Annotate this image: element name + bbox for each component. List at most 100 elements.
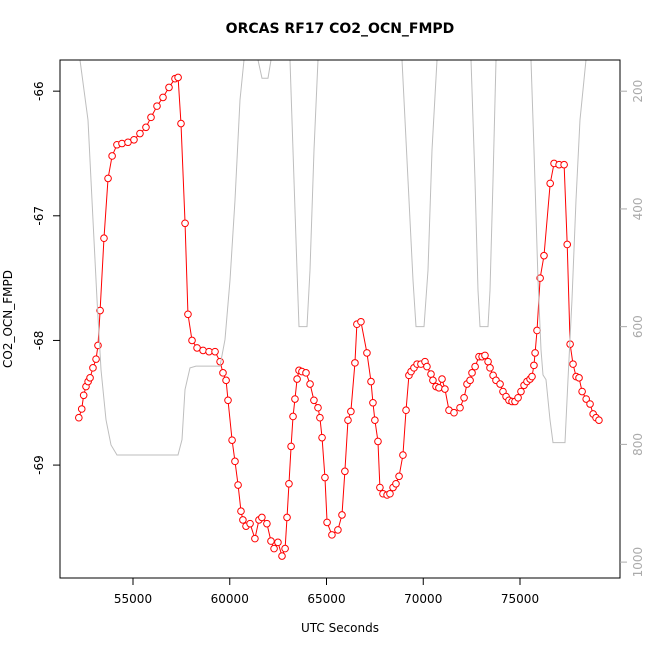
data-point	[306, 380, 314, 388]
data-point	[540, 251, 548, 260]
data-point	[344, 416, 352, 425]
data-point	[258, 513, 266, 522]
data-point	[460, 393, 468, 402]
data-point	[96, 306, 104, 315]
data-point	[328, 531, 336, 539]
data-point	[569, 360, 577, 368]
y-axis-label: CO2_OCN_FMPD	[1, 270, 15, 368]
x-tick-label: 60000	[211, 592, 249, 606]
data-point	[228, 436, 236, 444]
data-point	[321, 473, 329, 482]
data-point	[323, 518, 331, 527]
data-point	[351, 359, 359, 367]
data-point	[423, 362, 431, 371]
data-point	[357, 317, 365, 326]
data-point	[441, 385, 449, 393]
data-point	[222, 376, 230, 385]
data-point	[376, 483, 384, 492]
data-point	[582, 395, 590, 403]
data-point	[86, 374, 94, 382]
data-point	[563, 240, 572, 249]
data-point	[533, 326, 541, 335]
data-point	[486, 364, 494, 372]
data-point	[118, 139, 126, 148]
data-point	[528, 372, 536, 381]
x-axis-label: UTC Seconds	[301, 621, 379, 635]
data-point	[560, 160, 568, 169]
data-point	[239, 516, 247, 524]
data-point	[211, 347, 219, 356]
data-point	[289, 412, 297, 421]
data-point	[274, 538, 282, 547]
data-point	[318, 433, 326, 442]
data-point	[399, 451, 407, 459]
data-point	[530, 361, 538, 370]
data-point	[496, 380, 504, 388]
data-point	[246, 519, 254, 528]
data-point	[316, 413, 324, 422]
plot-frame	[59, 59, 621, 579]
data-point	[100, 234, 108, 243]
data-point	[224, 396, 232, 405]
data-point	[291, 395, 299, 403]
x-tick-label: 75000	[501, 592, 539, 606]
data-point	[136, 129, 144, 138]
data-point	[130, 135, 138, 144]
series-line	[79, 60, 587, 456]
data-point	[395, 472, 403, 481]
data-point	[531, 349, 539, 357]
data-point	[104, 174, 112, 183]
data-point	[586, 400, 594, 408]
data-point	[517, 387, 525, 396]
data-point	[386, 489, 394, 498]
data-point	[75, 413, 83, 422]
data-point	[159, 93, 167, 102]
data-point	[341, 467, 349, 476]
y-tick-label: -68	[32, 331, 46, 351]
data-point	[392, 479, 400, 488]
data-point	[334, 526, 342, 534]
data-point	[575, 374, 583, 382]
data-point	[314, 403, 322, 412]
data-point	[281, 544, 289, 553]
data-point	[153, 102, 161, 110]
y2-tick-label: 400	[631, 197, 645, 220]
data-point	[142, 123, 150, 132]
data-point	[302, 369, 310, 377]
y-tick-label: -66	[32, 81, 46, 101]
data-point	[481, 351, 489, 360]
data-point	[466, 376, 474, 385]
data-point	[293, 375, 301, 383]
data-point	[219, 369, 227, 377]
y2-tick-label: 1000	[631, 547, 645, 578]
plot-area	[75, 60, 603, 560]
data-point	[184, 310, 192, 319]
data-point	[427, 370, 435, 378]
data-point	[468, 369, 476, 377]
data-point	[174, 73, 182, 82]
y2-tick-label: 600	[631, 315, 645, 338]
data-point	[147, 113, 155, 122]
y-tick-label: -69	[32, 455, 46, 475]
data-point	[94, 341, 102, 350]
y2-tick-label: 200	[631, 80, 645, 103]
y-tick-label: -67	[32, 206, 46, 226]
data-point	[595, 416, 603, 425]
data-point	[363, 349, 371, 357]
data-point	[231, 457, 239, 466]
data-point	[77, 405, 86, 413]
data-point	[278, 552, 286, 560]
data-point	[108, 152, 116, 160]
data-point	[270, 544, 278, 553]
data-point	[338, 511, 346, 519]
data-point	[263, 519, 271, 528]
x-tick-label: 70000	[404, 592, 442, 606]
data-point	[237, 507, 245, 515]
data-point	[374, 437, 382, 446]
data-point	[188, 336, 196, 345]
data-point	[79, 391, 88, 400]
data-point	[429, 376, 437, 385]
data-point	[283, 513, 291, 522]
